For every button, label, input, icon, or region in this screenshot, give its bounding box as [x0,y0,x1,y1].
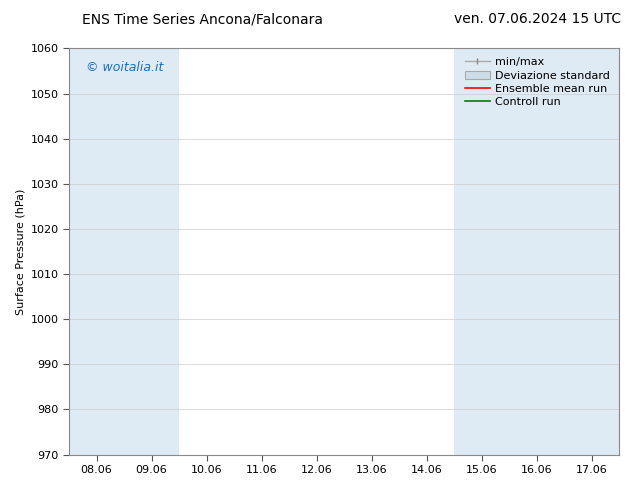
Text: ENS Time Series Ancona/Falconara: ENS Time Series Ancona/Falconara [82,12,323,26]
Bar [69,49,179,455]
Bar [454,49,619,455]
Y-axis label: Surface Pressure (hPa): Surface Pressure (hPa) [15,188,25,315]
Text: ven. 07.06.2024 15 UTC: ven. 07.06.2024 15 UTC [454,12,621,26]
Legend: min/max, Deviazione standard, Ensemble mean run, Controll run: min/max, Deviazione standard, Ensemble m… [462,54,614,111]
Text: © woitalia.it: © woitalia.it [86,61,163,74]
